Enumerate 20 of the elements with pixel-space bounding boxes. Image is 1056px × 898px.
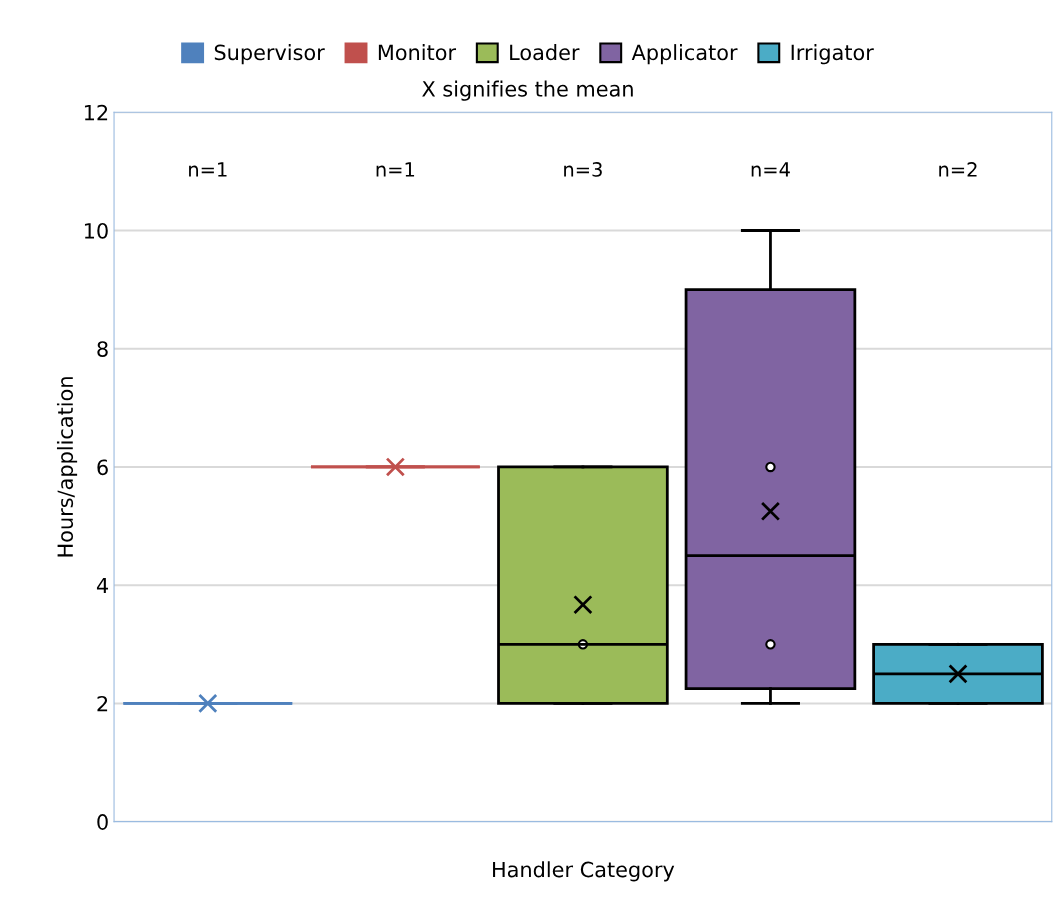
y-tick-label: 8 bbox=[97, 341, 108, 357]
y-axis-title: Hours/application bbox=[56, 377, 78, 557]
annotation: n=2 bbox=[939, 162, 977, 177]
legend-label: Loader bbox=[510, 44, 580, 61]
legend-label: Applicator bbox=[631, 44, 738, 65]
x-axis-title: Handler Category bbox=[493, 861, 675, 882]
y-tick-label: 4 bbox=[96, 577, 109, 594]
chart-subtitle: X signifies the mean bbox=[422, 80, 633, 101]
y-tick-label: 2 bbox=[97, 695, 108, 712]
y-tick-label: 10 bbox=[84, 222, 108, 239]
legend-label: Irrigator bbox=[791, 44, 874, 65]
y-tick-label: 6 bbox=[97, 459, 108, 476]
annotation: n=3 bbox=[564, 162, 602, 177]
y-tick-label: 12 bbox=[84, 104, 108, 121]
y-tick-label: 0 bbox=[97, 814, 108, 830]
annotation: n=4 bbox=[751, 162, 790, 177]
legend-label: Monitor bbox=[378, 44, 457, 61]
annotation: n=1 bbox=[376, 162, 415, 177]
legend-label: Supervisor bbox=[214, 44, 325, 65]
annotation: n=1 bbox=[189, 162, 227, 177]
